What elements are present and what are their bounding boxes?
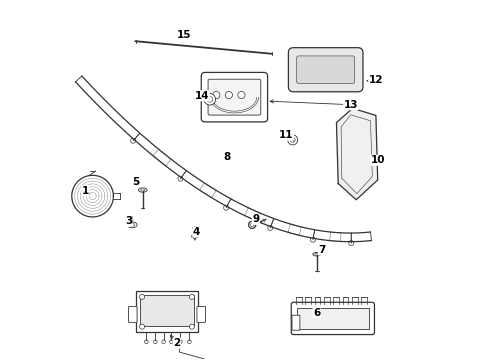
- Text: 3: 3: [125, 216, 132, 226]
- Ellipse shape: [129, 224, 135, 226]
- Text: 6: 6: [313, 308, 320, 318]
- Circle shape: [190, 294, 195, 300]
- Circle shape: [290, 137, 295, 142]
- Circle shape: [204, 94, 216, 105]
- FancyBboxPatch shape: [140, 296, 194, 326]
- Circle shape: [145, 340, 148, 343]
- Ellipse shape: [127, 222, 137, 228]
- Circle shape: [140, 324, 145, 329]
- Circle shape: [131, 138, 136, 143]
- Circle shape: [349, 240, 354, 246]
- Circle shape: [178, 176, 183, 181]
- Circle shape: [288, 135, 298, 145]
- FancyBboxPatch shape: [291, 302, 374, 334]
- Circle shape: [238, 91, 245, 99]
- FancyBboxPatch shape: [296, 56, 355, 84]
- Circle shape: [207, 96, 213, 102]
- Ellipse shape: [191, 234, 198, 238]
- Circle shape: [170, 340, 173, 343]
- FancyBboxPatch shape: [201, 72, 268, 122]
- FancyBboxPatch shape: [128, 307, 137, 322]
- Circle shape: [311, 237, 316, 242]
- FancyBboxPatch shape: [136, 291, 198, 332]
- Text: 8: 8: [223, 152, 231, 162]
- Circle shape: [190, 324, 195, 329]
- Circle shape: [213, 91, 220, 99]
- Text: 7: 7: [318, 245, 326, 255]
- FancyBboxPatch shape: [297, 308, 368, 329]
- Text: 14: 14: [195, 91, 209, 101]
- Text: 11: 11: [279, 130, 294, 140]
- Ellipse shape: [315, 253, 318, 255]
- Circle shape: [248, 221, 256, 228]
- Ellipse shape: [313, 252, 320, 256]
- Circle shape: [162, 340, 166, 343]
- Circle shape: [140, 294, 145, 300]
- Text: 12: 12: [368, 75, 383, 85]
- Text: 2: 2: [173, 338, 180, 348]
- FancyBboxPatch shape: [197, 307, 205, 322]
- Text: 15: 15: [177, 30, 191, 40]
- Text: 5: 5: [132, 177, 139, 187]
- FancyBboxPatch shape: [289, 48, 363, 92]
- Text: 13: 13: [343, 100, 358, 110]
- FancyBboxPatch shape: [208, 79, 261, 115]
- Text: 4: 4: [193, 227, 200, 237]
- FancyBboxPatch shape: [292, 315, 300, 330]
- Circle shape: [179, 340, 182, 343]
- Circle shape: [250, 223, 254, 226]
- Polygon shape: [337, 108, 378, 200]
- Ellipse shape: [141, 189, 145, 191]
- Ellipse shape: [139, 188, 147, 192]
- Circle shape: [225, 91, 232, 99]
- Text: 1: 1: [82, 186, 89, 196]
- Circle shape: [188, 340, 191, 343]
- Circle shape: [268, 225, 273, 230]
- Circle shape: [223, 205, 229, 210]
- Text: 9: 9: [252, 215, 259, 224]
- Circle shape: [153, 340, 157, 343]
- Text: 10: 10: [370, 155, 385, 165]
